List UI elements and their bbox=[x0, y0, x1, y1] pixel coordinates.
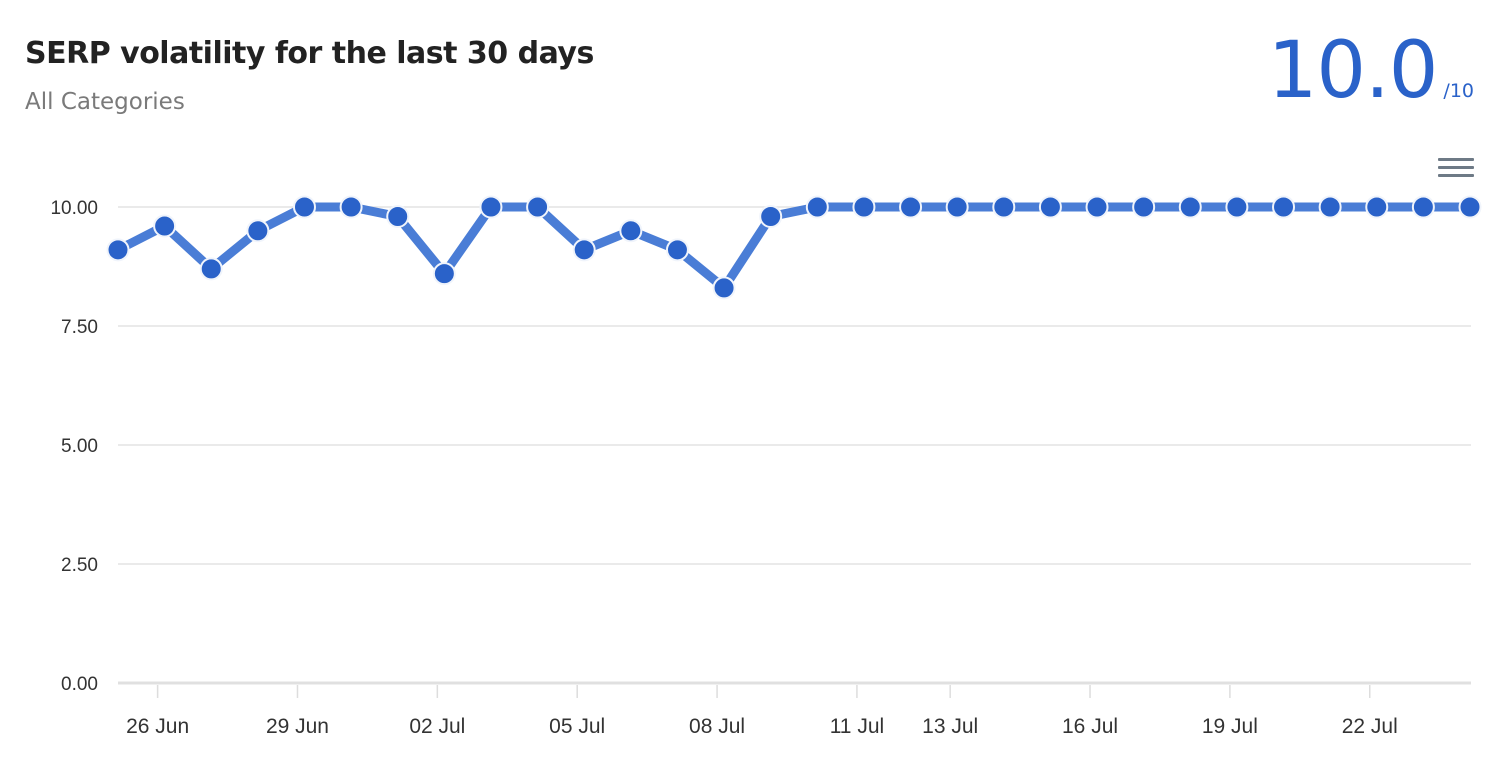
data-point[interactable]: 17 Jul: 10 bbox=[1132, 195, 1156, 219]
data-point[interactable]: 25 Jun: 9.1 bbox=[106, 238, 130, 262]
x-tick-label: 22 Jul bbox=[1342, 715, 1398, 738]
y-tick-label: 0.00 bbox=[61, 674, 98, 695]
data-point[interactable]: 22 Jul: 10 bbox=[1365, 195, 1389, 219]
grid-lines bbox=[118, 206, 1471, 685]
x-tick-label: 08 Jul bbox=[689, 715, 745, 738]
data-point[interactable]: 24 Jul: 10 bbox=[1458, 195, 1482, 219]
x-tick-label: 05 Jul bbox=[549, 715, 605, 738]
data-point[interactable]: 26 Jun: 9.6 bbox=[153, 214, 177, 238]
data-point[interactable]: 27 Jun: 8.7 bbox=[199, 257, 223, 281]
x-tick-label: 29 Jun bbox=[266, 715, 329, 738]
x-tick-label: 13 Jul bbox=[922, 715, 978, 738]
data-point[interactable]: 03 Jul: 10 bbox=[479, 195, 503, 219]
hamburger-menu-icon[interactable] bbox=[1438, 158, 1474, 186]
data-point[interactable]: 12 Jul: 10 bbox=[899, 195, 923, 219]
data-point[interactable]: 14 Jul: 10 bbox=[992, 195, 1016, 219]
data-point[interactable]: 08 Jul: 8.3 bbox=[712, 276, 736, 300]
data-point[interactable]: 04 Jul: 10 bbox=[526, 195, 550, 219]
x-tick-label: 26 Jun bbox=[126, 715, 189, 738]
data-point[interactable]: 23 Jul: 10 bbox=[1411, 195, 1435, 219]
data-point[interactable]: 02 Jul: 8.6 bbox=[432, 262, 456, 286]
data-point[interactable]: 07 Jul: 9.1 bbox=[665, 238, 689, 262]
volatility-score: 10.0/10 bbox=[1268, 26, 1474, 116]
score-max: /10 bbox=[1443, 80, 1474, 102]
data-point[interactable]: 13 Jul: 10 bbox=[945, 195, 969, 219]
data-point[interactable]: 21 Jul: 10 bbox=[1318, 195, 1342, 219]
x-tick-label: 02 Jul bbox=[409, 715, 465, 738]
data-point[interactable]: 05 Jul: 9.1 bbox=[572, 238, 596, 262]
data-point[interactable]: 30 Jun: 10 bbox=[339, 195, 363, 219]
data-point[interactable]: 28 Jun: 9.5 bbox=[246, 219, 270, 243]
y-tick-label: 7.50 bbox=[61, 317, 98, 338]
x-axis: 26 Jun 29 Jun 02 Jul 05 Jul 08 Jul 11 Jul 13 J… bbox=[126, 685, 1398, 738]
chart-subtitle: All Categories bbox=[25, 89, 185, 115]
x-tick-label: 19 Jul bbox=[1202, 715, 1258, 738]
data-point[interactable]: 06 Jul: 9.5 bbox=[619, 219, 643, 243]
series-line bbox=[113, 202, 1475, 293]
score-value: 10.0 bbox=[1267, 26, 1439, 116]
data-point[interactable]: 09 Jul: 9.8 bbox=[759, 205, 783, 229]
data-point[interactable]: 19 Jul: 10 bbox=[1225, 195, 1249, 219]
data-point[interactable]: 15 Jul: 10 bbox=[1038, 195, 1062, 219]
data-series: 25 Jun: 9.1 26 Jun: 9.6 27 Jun: 8.7 28 Jun:… bbox=[106, 195, 1482, 300]
chart-title: SERP volatility for the last 30 days bbox=[25, 36, 594, 71]
data-point[interactable]: 01 Jul: 9.8 bbox=[386, 205, 410, 229]
y-axis: 0.00 2.50 5.00 7.50 10.00 bbox=[50, 198, 98, 695]
y-tick-label: 5.00 bbox=[61, 436, 98, 457]
y-tick-label: 2.50 bbox=[61, 555, 98, 576]
x-tick-label: 11 Jul bbox=[830, 715, 884, 738]
data-point[interactable]: 29 Jun: 10 bbox=[292, 195, 316, 219]
x-tick-label: 16 Jul bbox=[1062, 715, 1118, 738]
data-point[interactable]: 18 Jul: 10 bbox=[1178, 195, 1202, 219]
y-tick-label: 10.00 bbox=[50, 198, 98, 219]
data-point[interactable]: 20 Jul: 10 bbox=[1272, 195, 1296, 219]
data-point[interactable]: 16 Jul: 10 bbox=[1085, 195, 1109, 219]
data-point[interactable]: 11 Jul: 10 bbox=[852, 195, 876, 219]
data-point[interactable]: 10 Jul: 10 bbox=[805, 195, 829, 219]
